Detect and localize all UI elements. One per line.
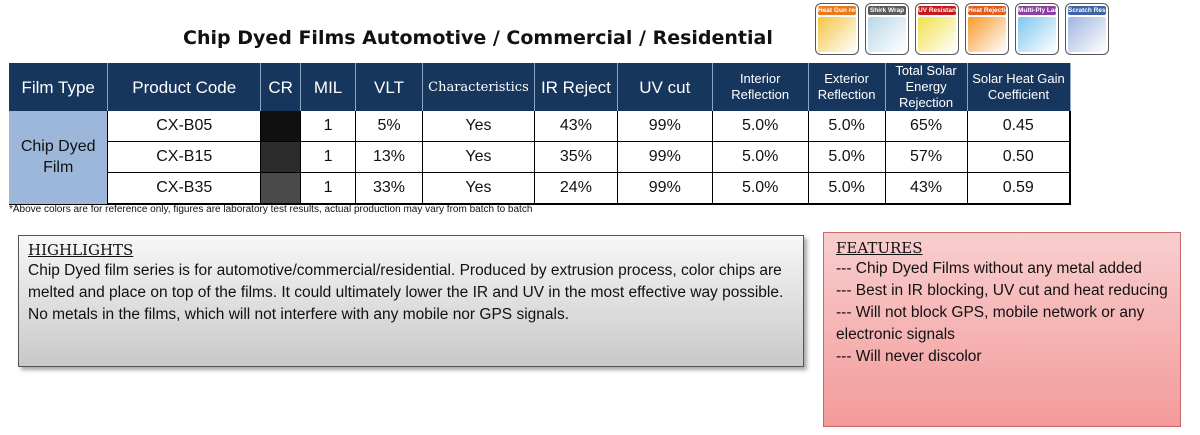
feature-item: --- Chip Dyed Films without any metal ad… (836, 260, 1142, 277)
uv-cut-cell: 99% (617, 111, 713, 142)
scratch-resistant-badge-icon: Scratch Resistant (1065, 3, 1109, 55)
col-header-product-code: Product Code (107, 63, 262, 111)
badge-art (918, 17, 956, 52)
badge-art (1068, 17, 1106, 52)
shrink-wrap-badge-icon: Shirk Wrap (865, 3, 909, 55)
heat-gun-resistant-badge-icon: Heat Gun resistant (815, 3, 859, 55)
heat-rejection-badge-icon: Heat Rejection (965, 3, 1009, 55)
feature-item: --- Will never discolor (836, 348, 982, 365)
vlt-cell: 5% (355, 111, 423, 142)
badge-label: Shirk Wrap (868, 6, 906, 15)
badge-label: Scratch Resistant (1068, 6, 1106, 15)
uv-cut-cell: 99% (617, 172, 713, 205)
badge-art (868, 17, 906, 52)
shgc-cell: 0.45 (967, 111, 1071, 142)
ir-reject-cell: 35% (534, 141, 618, 173)
shgc-cell: 0.50 (967, 141, 1071, 173)
col-header-film-type: Film Type (9, 63, 109, 111)
feature-item: --- Will not block GPS, mobile network o… (836, 304, 1145, 343)
characteristics-cell: Yes (422, 111, 535, 142)
interior-reflection-cell: 5.0% (712, 141, 809, 173)
exterior-reflection-cell: 5.0% (808, 172, 886, 205)
badge-label: Multi-Ply Laminated (1018, 6, 1056, 15)
col-header-ir-reject: IR Reject (534, 63, 618, 111)
highlights-body: Chip Dyed film series is for automotive/… (28, 262, 784, 323)
features-box: FEATURES --- Chip Dyed Films without any… (823, 232, 1181, 427)
header-row: Film Type Product Code CR MIL VLT Charac… (9, 63, 1071, 111)
multi-ply-laminated-badge-icon: Multi-Ply Laminated (1015, 3, 1059, 55)
exterior-reflection-cell: 5.0% (808, 111, 886, 142)
tser-cell: 57% (885, 141, 968, 173)
col-header-vlt: VLT (355, 63, 423, 111)
mil-cell: 1 (300, 141, 357, 173)
table-row: CX-B15 1 13% Yes 35% 99% 5.0% 5.0% 57% 0… (9, 141, 1071, 173)
feature-item: --- Best in IR blocking, UV cut and heat… (836, 282, 1168, 299)
uv-cut-cell: 99% (617, 141, 713, 173)
badge-label: UV Resistant (918, 6, 956, 15)
feature-badges: Heat Gun resistant Shirk Wrap UV Resista… (815, 3, 1109, 55)
characteristics-cell: Yes (422, 141, 535, 173)
col-header-interior-reflection: Interior Reflection (712, 63, 809, 111)
ir-reject-cell: 43% (534, 111, 618, 142)
vlt-cell: 13% (355, 141, 423, 173)
ir-reject-cell: 24% (534, 172, 618, 205)
mil-cell: 1 (300, 172, 357, 205)
badge-art (1018, 17, 1056, 52)
color-swatch-cell (260, 141, 302, 173)
uv-resistant-badge-icon: UV Resistant (915, 3, 959, 55)
badge-art (818, 17, 856, 52)
disclaimer-note: *Above colors are for reference only, fi… (9, 204, 533, 215)
product-code-cell: CX-B15 (107, 141, 262, 173)
highlights-box: HIGHLIGHTS Chip Dyed film series is for … (18, 235, 804, 367)
color-swatch-cell (260, 172, 302, 205)
table-row: CX-B35 1 33% Yes 24% 99% 5.0% 5.0% 43% 0… (9, 172, 1071, 205)
badge-art (968, 17, 1006, 52)
col-header-solar-heat-gain-coefficient: Solar Heat Gain Coefficient (967, 63, 1071, 111)
mil-cell: 1 (300, 111, 357, 142)
col-header-characteristics: Characteristics (422, 63, 535, 111)
col-header-uv-cut: UV cut (617, 63, 713, 111)
badge-label: Heat Gun resistant (818, 6, 856, 15)
features-heading: FEATURES (836, 239, 923, 257)
shgc-cell: 0.59 (967, 172, 1071, 205)
color-swatch (261, 111, 301, 141)
color-swatch (261, 142, 301, 172)
exterior-reflection-cell: 5.0% (808, 141, 886, 173)
product-code-cell: CX-B35 (107, 172, 262, 205)
characteristics-cell: Yes (422, 172, 535, 205)
film-type-cell: Chip Dyed Film (9, 111, 109, 205)
color-swatch-cell (260, 111, 302, 142)
highlights-heading: HIGHLIGHTS (28, 241, 134, 259)
tser-cell: 43% (885, 172, 968, 205)
col-header-total-solar-energy-rejection: Total Solar Energy Rejection (885, 63, 968, 111)
table-row: Chip Dyed Film CX-B05 1 5% Yes 43% 99% 5… (9, 111, 1071, 205)
col-header-mil: MIL (300, 63, 357, 111)
color-swatch (261, 173, 301, 203)
col-header-cr: CR (260, 63, 302, 111)
page-title: Chip Dyed Films Automotive / Commercial … (183, 27, 773, 49)
interior-reflection-cell: 5.0% (712, 172, 809, 205)
vlt-cell: 33% (355, 172, 423, 205)
interior-reflection-cell: 5.0% (712, 111, 809, 142)
spec-table: Film Type Product Code CR MIL VLT Charac… (9, 63, 1071, 205)
tser-cell: 65% (885, 111, 968, 142)
badge-label: Heat Rejection (968, 6, 1006, 15)
col-header-exterior-reflection: Exterior Reflection (808, 63, 886, 111)
product-code-cell: CX-B05 (107, 111, 262, 142)
